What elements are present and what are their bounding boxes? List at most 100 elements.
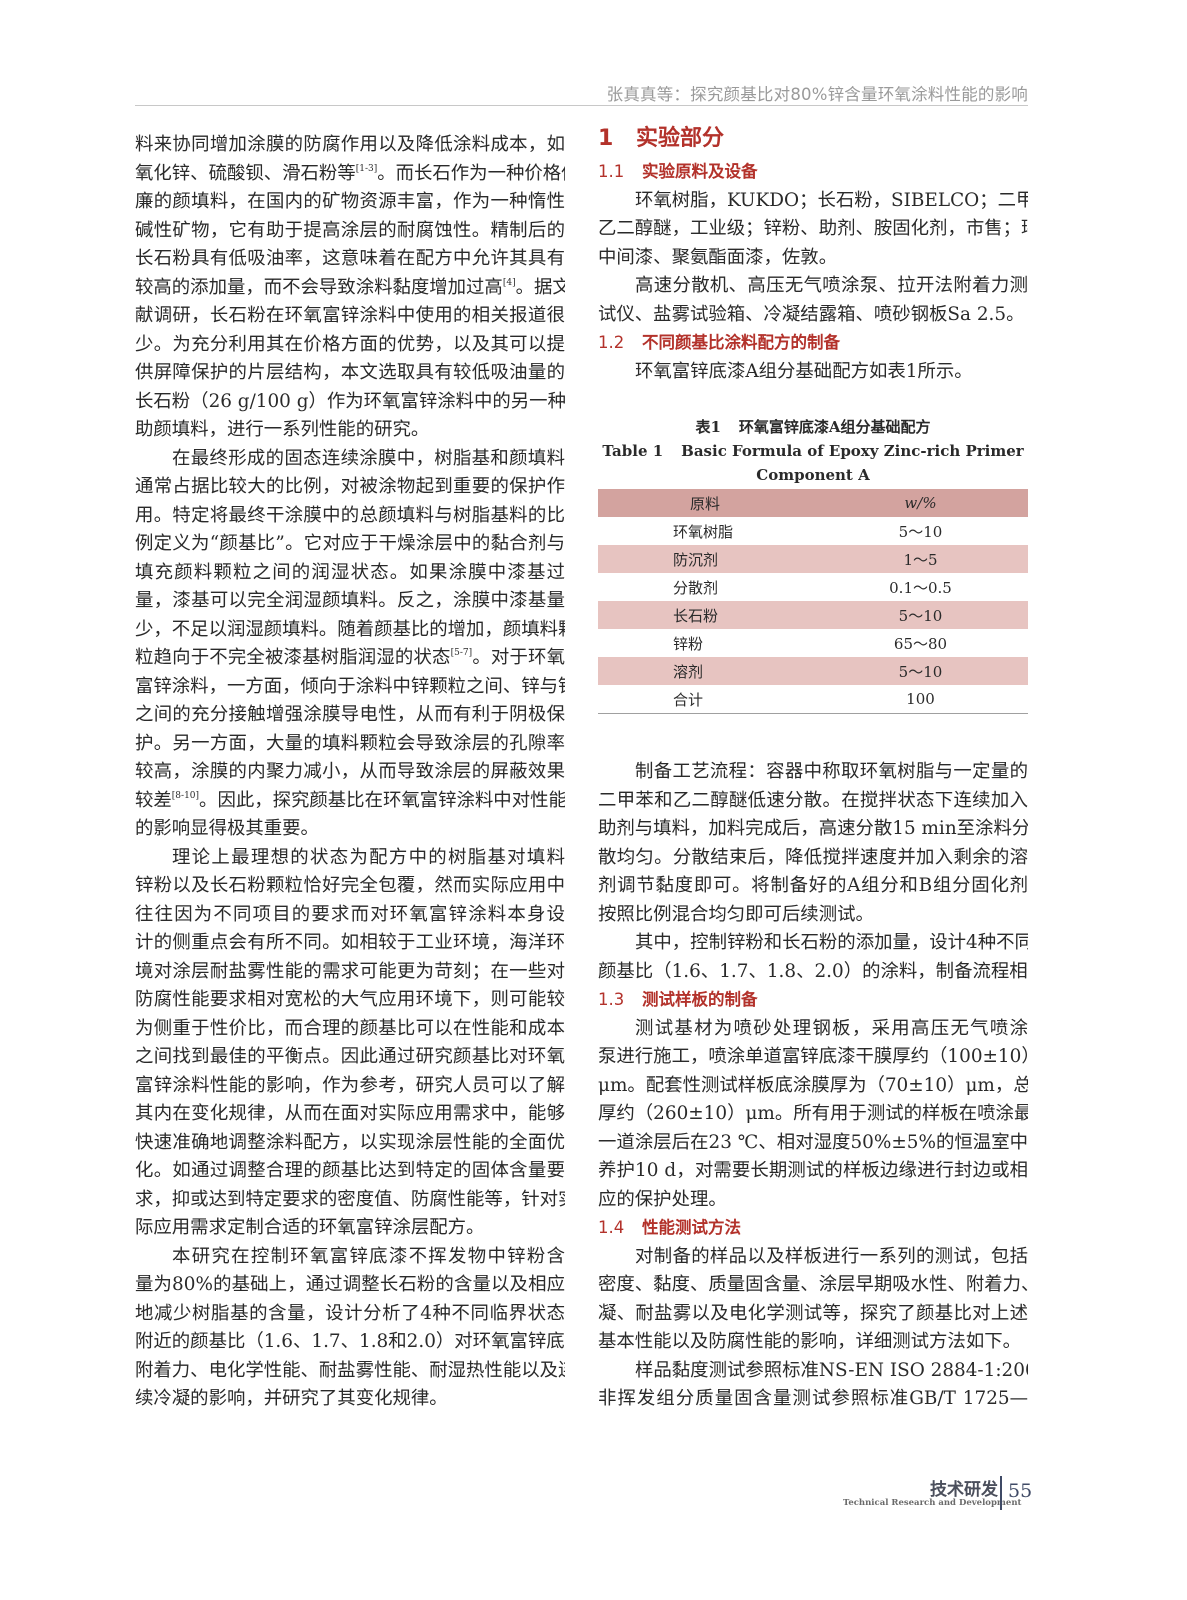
paragraph: 环氧树脂，KUKDO；长石粉，SIBELCO；二甲苯、 乙二醇醚，工业级；锌粉、助… <box>598 187 1028 273</box>
text-segment: 碱性矿物，它有助于提高涂层的耐腐蚀性。精制后的 <box>135 219 565 241</box>
text-line: 填充颜料颗粒之间的润湿状态。如果涂膜中漆基过 <box>135 559 565 588</box>
text-segment: 其内在变化规律，从而在面对实际应用需求中，能够 <box>135 1103 565 1124</box>
table-row: 溶剂 5～10 <box>598 657 1028 685</box>
text-line: 的影响显得极其重要。 <box>135 815 565 844</box>
text-line: 助剂与填料，加料完成后，高速分散15 min至涂料分 <box>598 815 1028 844</box>
text-line: 境对涂层耐盐雾性能的需求可能更为苛刻；在一些对 <box>135 958 565 987</box>
text-line: 基本性能以及防腐性能的影响，详细测试方法如下。 <box>598 1328 1028 1357</box>
text-line: 之间的充分接触增强涂膜导电性，从而有利于阴极保 <box>135 701 565 730</box>
text-line: 快速准确地调整涂料配方，以实现涂层性能的全面优 <box>135 1129 565 1158</box>
text-segment: 用。特定将最终干涂膜中的总颜填料与树脂基料的比 <box>135 504 565 526</box>
table-label-en: Table 1 <box>602 442 664 460</box>
text-segment: 非挥发组分质量固含量测试参照标准GB/T 1725— <box>598 1388 1028 1409</box>
text-segment: μm。配套性测试样板底涂膜厚为（70±10）μm，总膜 <box>598 1074 1028 1096</box>
text-segment: 求，抑或达到特定要求的密度值、防腐性能等，针对实 <box>135 1188 565 1210</box>
text-segment: 理论上最理想的状态为配方中的树脂基对填料 <box>172 846 565 868</box>
mass-fraction-cell: 0.1～0.5 <box>889 578 952 597</box>
text-segment: 计的侧重点会有所不同。如相较于工业环境，海洋环 <box>135 932 565 953</box>
mass-fraction-cell: 65～80 <box>893 634 948 653</box>
text-segment: 颜基比（1.6、1.7、1.8、2.0）的涂料，制备流程相同。 <box>598 960 1028 982</box>
text-line: 本研究在控制环氧富锌底漆不挥发物中锌粉含 <box>135 1243 565 1272</box>
text-line: 剂调节黏度即可。将制备好的A组分和B组分固化剂 <box>598 872 1028 901</box>
text-segment: 中间漆、聚氨酯面漆，佐敦。 <box>598 246 838 268</box>
table-row: 长石粉 5～10 <box>598 601 1028 629</box>
text-line: 其内在变化规律，从而在面对实际应用需求中，能够 <box>135 1100 565 1129</box>
text-line: 化。如通过调整合理的颜基比达到特定的固体含量要 <box>135 1157 565 1186</box>
text-segment: 。因此，探究颜基比在环氧富锌涂料中对性能 <box>199 789 565 811</box>
text-line: 一道涂层后在23 ℃、相对湿度50%±5%的恒温室中 <box>598 1129 1028 1158</box>
text-segment: 散均匀。分散结束后，降低搅拌速度并加入剩余的溶 <box>598 846 1028 868</box>
text-line: 环氧树脂，KUKDO；长石粉，SIBELCO；二甲苯、 <box>598 187 1028 216</box>
subsection-heading: 1.4 性能测试方法 <box>598 1214 1028 1243</box>
text-line: 其中，控制锌粉和长石粉的添加量，设计4种不同 <box>598 929 1028 958</box>
material-cell: 环氧树脂 <box>673 522 734 541</box>
text-line: 较高的添加量，而不会导致涂料黏度增加过高[4]。据文 <box>135 274 565 303</box>
text-segment: 应的保护处理。 <box>598 1188 727 1210</box>
text-line: 际应用需求定制合适的环氧富锌涂层配方。 <box>135 1214 565 1243</box>
text-segment: 附近的颜基比（1.6、1.7、1.8和2.0）对环氧富锌底漆的 <box>135 1331 565 1352</box>
text-line: 测试基材为喷砂处理钢板，采用高压无气喷涂 <box>598 1015 1028 1044</box>
table-title-en-line1: Basic Formula of Epoxy Zinc-rich Primer <box>681 442 1024 460</box>
text-line: 用。特定将最终干涂膜中的总颜填料与树脂基料的比 <box>135 502 565 531</box>
text-segment: 附着力、电化学性能、耐盐雾性能、耐湿热性能以及连 <box>135 1359 565 1381</box>
text-segment: 助颜填料，进行一系列性能的研究。 <box>135 419 430 440</box>
text-segment: 厚约（260±10）μm。所有用于测试的样板在喷涂最后 <box>598 1103 1028 1124</box>
text-segment: 长石粉（26 g/100 g）作为环氧富锌涂料中的另一种辅 <box>135 390 565 412</box>
paragraph: 高速分散机、高压无气喷涂泵、拉开法附着力测试仪、盐雾试验箱、冷凝结露箱、喷砂钢板… <box>598 272 1028 329</box>
text-segment: 廉的颜填料，在国内的矿物资源丰富，作为一种惰性 <box>135 191 565 212</box>
text-segment: 少。为充分利用其在价格方面的优势，以及其可以提 <box>135 333 565 355</box>
text-segment: 助剂与填料，加料完成后，高速分散15 min至涂料分 <box>598 818 1028 839</box>
text-line: 助颜填料，进行一系列性能的研究。 <box>135 416 565 445</box>
text-segment: 氧化锌、硫酸钡、滑石粉等 <box>135 162 356 184</box>
paragraph: 本研究在控制环氧富锌底漆不挥发物中锌粉含 量为80%的基础上，通过调整长石粉的含量… <box>135 1243 565 1414</box>
text-line: 试仪、盐雾试验箱、冷凝结露箱、喷砂钢板Sa 2.5。 <box>598 301 1028 330</box>
text-line: 泵进行施工，喷涂单道富锌底漆干膜厚约（100±10） <box>598 1043 1028 1072</box>
footer-column-title: 技术研发 <box>930 1480 998 1500</box>
paragraph: 测试基材为喷砂处理钢板，采用高压无气喷涂 泵进行施工，喷涂单道富锌底漆干膜厚约（1… <box>598 1015 1028 1215</box>
text-segment: 高速分散机、高压无气喷涂泵、拉开法附着力测 <box>635 275 1028 296</box>
table-caption-cn: 表1 环氧富锌底漆A组分基础配方 <box>598 415 1028 439</box>
citation: [1-3] <box>355 163 378 174</box>
header-rule <box>135 105 1028 106</box>
text-line: 廉的颜填料，在国内的矿物资源丰富，作为一种惰性 <box>135 188 565 217</box>
text-segment: 样品黏度测试参照标准NS-EN ISO 2884-1:2006， <box>635 1359 1028 1381</box>
text-line: 在最终形成的固态连续涂膜中，树脂基和颜填料 <box>135 445 565 474</box>
text-line: 少，不足以润湿颜填料。随着颜基比的增加，颜填料颗 <box>135 616 565 645</box>
text-segment: 按照比例混合均匀即可后续测试。 <box>598 903 874 925</box>
paragraph: 在最终形成的固态连续涂膜中，树脂基和颜填料通常占据比较大的比例，对被涂物起到重要… <box>135 445 565 844</box>
subsection-number: 1.3 <box>598 990 625 1009</box>
text-line: 通常占据比较大的比例，对被涂物起到重要的保护作 <box>135 473 565 502</box>
citation: [8-10] <box>171 790 200 801</box>
text-line: 地减少树脂基的含量，设计分析了4种不同临界状态 <box>135 1300 565 1329</box>
text-line: 献调研，长石粉在环氧富锌涂料中使用的相关报道很 <box>135 302 565 331</box>
material-cell: 长石粉 <box>598 601 813 629</box>
text-line: 较高，涂膜的内聚力减小，从而导致涂层的屏蔽效果 <box>135 758 565 787</box>
mass-fraction-cell: 5～10 <box>898 522 943 541</box>
right-column-top: 1 实验部分 1.1 实验原料及设备 环氧树脂，KUKDO；长石粉，SIBELCO；二… <box>598 120 1028 386</box>
text-line: 供屏障保护的片层结构，本文选取具有较低吸油量的 <box>135 359 565 388</box>
text-line: 长石粉具有低吸油率，这意味着在配方中允许其具有 <box>135 245 565 274</box>
text-line: 对制备的样品以及样板进行一系列的测试，包括 <box>598 1243 1028 1272</box>
table-row: 防沉剂 1～5 <box>598 545 1028 573</box>
footer-divider <box>1000 1476 1002 1510</box>
subsection-title: 不同颜基比涂料配方的制备 <box>642 333 840 352</box>
text-segment: 凝、耐盐雾以及电化学测试等，探究了颜基比对上述 <box>598 1302 1028 1324</box>
text-segment: 防腐性能要求相对宽松的大气应用环境下，则可能较 <box>135 989 565 1010</box>
text-segment: 对制备的样品以及样板进行一系列的测试，包括 <box>635 1245 1028 1267</box>
text-segment: 量，漆基可以完全润湿颜填料。反之，涂膜中漆基量 <box>135 590 565 611</box>
text-segment: 之间的充分接触增强涂膜导电性，从而有利于阴极保 <box>135 704 565 725</box>
paragraph: 对制备的样品以及样板进行一系列的测试，包括 密度、黏度、质量固含量、涂层早期吸水性… <box>598 1243 1028 1357</box>
text-segment: 锌粉以及长石粉颗粒恰好完全包覆，然而实际应用中 <box>135 875 565 896</box>
subsection-title: 测试样板的制备 <box>642 990 758 1009</box>
text-line: 非挥发组分质量固含量测试参照标准GB/T 1725— <box>598 1385 1028 1414</box>
text-segment: 往往因为不同项目的要求而对环氧富锌涂料本身设 <box>135 903 565 925</box>
paragraph: 制备工艺流程：容器中称取环氧树脂与一定量的 二甲苯和乙二醇醚低速分散。在搅拌状态下… <box>598 758 1028 929</box>
running-head: 张真真等：探究颜基比对80%锌含量环氧涂料性能的影响 <box>606 85 1028 104</box>
table-label-cn: 表1 <box>695 418 721 436</box>
text-segment: 在最终形成的固态连续涂膜中，树脂基和颜填料 <box>172 447 565 469</box>
text-line: 中间漆、聚氨酯面漆，佐敦。 <box>598 244 1028 273</box>
text-line: 二甲苯和乙二醇醚低速分散。在搅拌状态下连续加入 <box>598 787 1028 816</box>
text-segment: 较高的添加量，而不会导致涂料黏度增加过高 <box>135 276 503 298</box>
text-segment: 乙二醇醚，工业级；锌粉、助剂、胺固化剂，市售；环氧 <box>598 218 1028 239</box>
text-line: 锌粉以及长石粉颗粒恰好完全包覆，然而实际应用中 <box>135 872 565 901</box>
